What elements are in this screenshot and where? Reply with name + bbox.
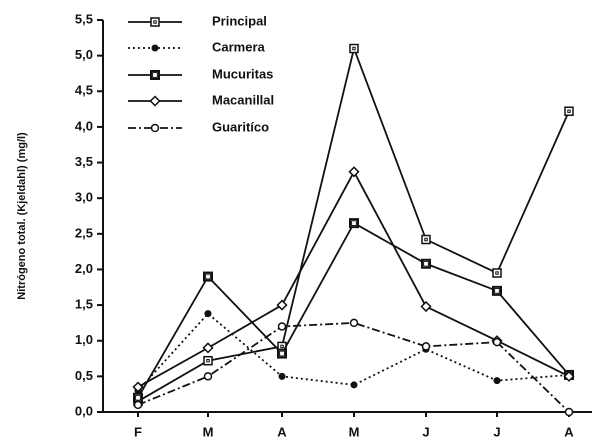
- marker: [203, 372, 213, 381]
- y-tick-label: 4,0: [75, 118, 93, 133]
- marker: [421, 258, 431, 269]
- marker: [421, 234, 431, 245]
- y-tick-label: 0,5: [75, 368, 93, 383]
- marker: [132, 381, 144, 393]
- y-axis-label: Nitrógeno total. (Kjeldahl) (mg/l): [16, 132, 28, 300]
- x-tick-label: A: [277, 424, 287, 439]
- y-tick-label: 2,5: [75, 225, 93, 240]
- marker: [149, 95, 161, 107]
- marker: [150, 17, 160, 27]
- marker: [277, 348, 287, 359]
- y-tick-label: 1,0: [75, 332, 93, 347]
- marker: [349, 318, 359, 328]
- legend-label: Mucuritas: [212, 66, 273, 81]
- marker: [133, 392, 143, 403]
- y-tick-label: 0,0: [75, 403, 93, 418]
- legend-label: Principal: [212, 13, 267, 28]
- legend-label: Macanillal: [212, 92, 274, 107]
- marker: [277, 322, 287, 331]
- marker: [349, 218, 359, 229]
- marker: [151, 44, 159, 52]
- marker: [203, 271, 213, 282]
- y-tick-label: 3,5: [75, 154, 93, 169]
- marker: [276, 299, 288, 311]
- x-tick-label: M: [349, 424, 360, 439]
- y-tick-label: 1,5: [75, 297, 93, 312]
- marker: [150, 70, 160, 80]
- y-tick-label: 5,5: [75, 11, 93, 26]
- marker: [202, 342, 214, 354]
- marker: [420, 300, 432, 313]
- marker: [204, 310, 212, 318]
- marker: [492, 268, 502, 278]
- marker: [150, 123, 160, 133]
- y-tick-label: 3,0: [75, 190, 93, 205]
- series-line: [137, 221, 570, 399]
- marker: [564, 106, 574, 116]
- x-tick-label: M: [203, 424, 214, 439]
- marker: [492, 337, 502, 347]
- marker: [421, 342, 431, 351]
- x-tick-label: A: [564, 424, 574, 439]
- marker: [203, 355, 213, 366]
- marker: [350, 381, 358, 389]
- marker: [493, 377, 501, 385]
- y-tick-label: 4,5: [75, 83, 93, 98]
- marker: [563, 370, 575, 382]
- marker: [492, 285, 502, 296]
- legend-label: Guaritíco: [212, 119, 269, 134]
- marker: [348, 166, 360, 178]
- marker: [278, 372, 286, 380]
- y-tick-label: 5,0: [75, 47, 93, 62]
- marker: [564, 407, 574, 417]
- series-line: [137, 322, 570, 413]
- legend-label: Carmera: [212, 39, 266, 54]
- marker: [133, 400, 143, 410]
- y-tick-label: 2,0: [75, 261, 93, 276]
- x-tick-label: F: [134, 424, 142, 439]
- x-tick-label: J: [422, 424, 429, 439]
- marker: [349, 43, 359, 54]
- series-line: [137, 169, 570, 388]
- x-tick-label: J: [493, 424, 500, 439]
